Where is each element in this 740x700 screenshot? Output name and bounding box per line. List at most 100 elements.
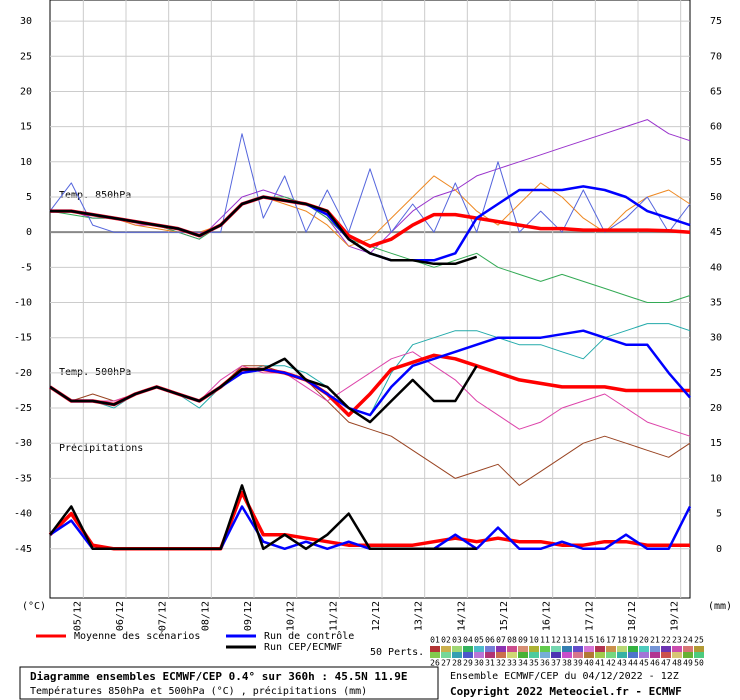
perturbation-id: 50 xyxy=(694,659,704,668)
y-tick-label: -30 xyxy=(14,438,32,449)
perturbation-id: 14 xyxy=(573,636,583,645)
perturbation-id: 03 xyxy=(452,636,462,645)
x-tick-label: 12/12 xyxy=(371,601,382,631)
perturbation-id: 40 xyxy=(584,659,594,668)
perturbation-id: 22 xyxy=(661,636,671,645)
y2-tick-label: 20 xyxy=(710,403,722,414)
perturbation-id: 49 xyxy=(683,659,693,668)
x-tick-label: 07/12 xyxy=(158,601,169,631)
perturbation-id: 28 xyxy=(452,659,462,668)
perturbation-id: 19 xyxy=(628,636,638,645)
perturbation-swatch xyxy=(474,652,484,658)
perturbation-swatch xyxy=(562,652,572,658)
y-tick-label: -25 xyxy=(14,403,32,414)
y2-tick-label: 50 xyxy=(710,192,722,203)
perturbation-id: 30 xyxy=(474,659,484,668)
perturbation-id: 16 xyxy=(595,636,605,645)
perturbation-swatch xyxy=(452,652,462,658)
perturbation-id: 06 xyxy=(485,636,495,645)
x-tick-label: 05/12 xyxy=(72,601,83,631)
perturbation-id: 31 xyxy=(485,659,495,668)
perturbation-swatch xyxy=(529,646,539,652)
perturbation-swatch xyxy=(452,646,462,652)
perturbation-id: 17 xyxy=(606,636,616,645)
x-tick-label: 10/12 xyxy=(286,601,297,631)
perturbation-id: 26 xyxy=(430,659,440,668)
perturbation-id: 15 xyxy=(584,636,594,645)
perturbation-swatch xyxy=(650,646,660,652)
y-tick-label: -10 xyxy=(14,298,32,309)
perturbation-swatch xyxy=(617,652,627,658)
legend-label: Run CEP/ECMWF xyxy=(264,642,342,653)
y-tick-label: -20 xyxy=(14,368,32,379)
perturbation-id: 01 xyxy=(430,636,440,645)
x-tick-label: 08/12 xyxy=(200,601,211,631)
perturbation-swatch xyxy=(430,652,440,658)
perturbation-swatch xyxy=(573,646,583,652)
perturbation-swatch xyxy=(562,646,572,652)
perturbation-swatch xyxy=(529,652,539,658)
perturbation-id: 29 xyxy=(463,659,473,668)
perturbation-swatch xyxy=(606,646,616,652)
y-tick-label: 5 xyxy=(26,192,32,203)
perturbation-swatch xyxy=(496,652,506,658)
y2-tick-label: 15 xyxy=(710,438,722,449)
y-tick-label: 20 xyxy=(20,86,32,97)
x-tick-label: 17/12 xyxy=(584,601,595,631)
y-tick-label: 0 xyxy=(26,227,32,238)
perturbation-swatch xyxy=(595,646,605,652)
perturbation-id: 46 xyxy=(650,659,660,668)
series-line xyxy=(49,357,478,424)
perturbation-id: 21 xyxy=(650,636,660,645)
perturbation-swatch xyxy=(540,646,550,652)
perturbation-id: 08 xyxy=(507,636,517,645)
perturbation-id: 39 xyxy=(573,659,583,668)
series-line xyxy=(49,484,477,551)
perturbation-swatch xyxy=(485,652,495,658)
perturbation-swatch xyxy=(683,652,693,658)
series-line xyxy=(50,195,478,266)
perturbation-swatch xyxy=(694,646,704,652)
perturbation-id: 10 xyxy=(529,636,539,645)
perturbation-id: 45 xyxy=(639,659,649,668)
y-tick-label: 30 xyxy=(20,16,32,27)
y-tick-label: -45 xyxy=(14,544,32,555)
footer-title: Diagramme ensembles ECMWF/CEP 0.4° sur 3… xyxy=(30,670,408,683)
perturbation-id: 24 xyxy=(683,636,693,645)
perturbation-id: 34 xyxy=(518,659,528,668)
perturbation-id: 44 xyxy=(628,659,638,668)
perturbation-swatch xyxy=(441,652,451,658)
legend-label: Moyenne des scénarios xyxy=(74,630,200,642)
perturbation-id: 35 xyxy=(529,659,539,668)
y2-unit: (mm) xyxy=(708,601,732,612)
perturbation-swatch xyxy=(463,652,473,658)
x-tick-label: 09/12 xyxy=(243,601,254,631)
plot-area xyxy=(49,0,691,599)
level-label: Temp. 850hPa xyxy=(59,190,131,201)
x-tick-label: 15/12 xyxy=(499,601,510,631)
y2-tick-label: 25 xyxy=(710,368,722,379)
perturbation-swatch xyxy=(694,652,704,658)
perturbation-swatch xyxy=(507,652,517,658)
perturbation-swatch xyxy=(628,652,638,658)
perturbation-id: 47 xyxy=(661,659,671,668)
y-tick-label: -15 xyxy=(14,333,32,344)
perturbation-swatch xyxy=(584,646,594,652)
perturbation-line xyxy=(49,133,691,233)
perturbation-swatch xyxy=(518,652,528,658)
perturbation-id: 18 xyxy=(617,636,627,645)
perturbation-swatch xyxy=(650,652,660,658)
perturbation-id: 02 xyxy=(441,636,451,645)
y2-tick-label: 10 xyxy=(710,473,722,484)
perturbation-id: 09 xyxy=(518,636,528,645)
perturbation-swatch xyxy=(639,652,649,658)
perturbation-swatch xyxy=(463,646,473,652)
x-tick-label: 18/12 xyxy=(627,601,638,631)
x-tick-label: 19/12 xyxy=(670,601,681,631)
perturbation-id: 05 xyxy=(474,636,484,645)
perturbation-id: 33 xyxy=(507,659,517,668)
perturbation-swatch xyxy=(485,646,495,652)
perturbation-id: 25 xyxy=(694,636,704,645)
x-tick-label: 13/12 xyxy=(414,601,425,631)
